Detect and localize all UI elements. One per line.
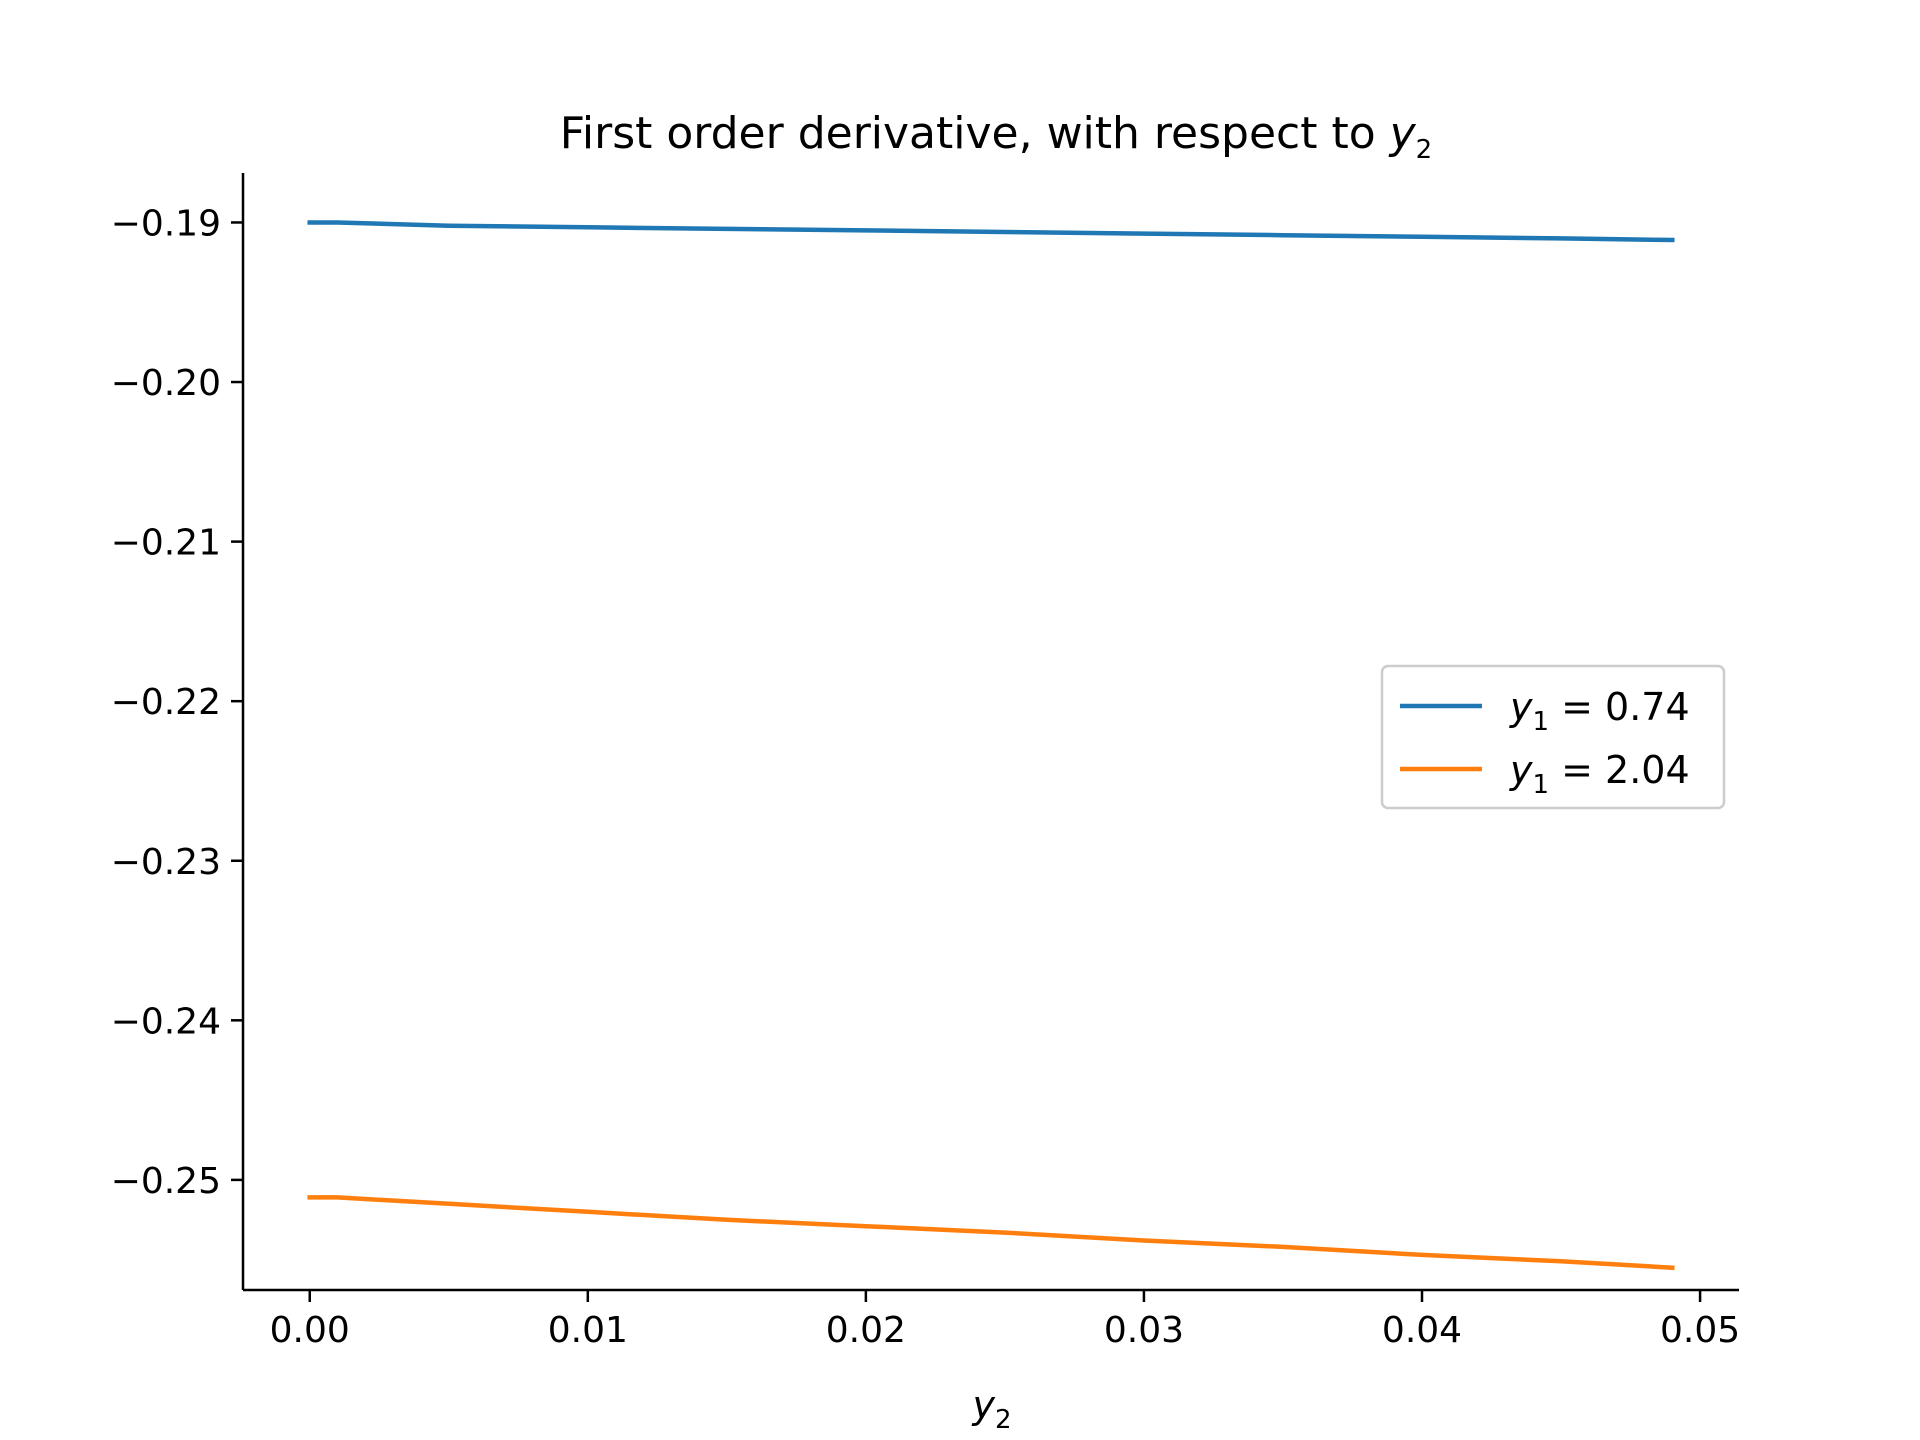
chart-title-variable: y bbox=[1388, 108, 1417, 159]
chart-title-main: First order derivative, with respect to bbox=[560, 108, 1390, 159]
x-tick-label: 0.05 bbox=[1660, 1310, 1740, 1351]
series-line-1 bbox=[307, 220, 1675, 243]
x-tick-label: 0.04 bbox=[1382, 1310, 1462, 1351]
y-tick-label: −0.22 bbox=[111, 682, 221, 723]
legend-frame bbox=[1380, 664, 1726, 810]
chart-title: First order derivative, with respect to … bbox=[560, 108, 1432, 165]
y-tick-label: −0.23 bbox=[111, 842, 221, 883]
x-tick-label: 0.00 bbox=[270, 1310, 350, 1351]
x-tick-label: 0.01 bbox=[548, 1310, 628, 1351]
y-tick-label: −0.25 bbox=[111, 1161, 221, 1202]
x-tick-label: 0.02 bbox=[826, 1310, 906, 1351]
chart-title-subscript: 2 bbox=[1416, 135, 1433, 165]
legend: y1 = 0.74 y1 = 2.04 bbox=[1380, 664, 1726, 810]
plot-area: 0.00 0.01 0.02 0.03 0.04 0.05 −0.19 −0.20 −0.21 −… bbox=[111, 173, 1740, 1351]
series-line-2 bbox=[307, 1195, 1675, 1271]
y-tick-label: −0.24 bbox=[111, 1001, 221, 1042]
x-axis-label-variable: y bbox=[971, 1383, 995, 1427]
x-tick-label: 0.03 bbox=[1104, 1310, 1184, 1351]
x-axis-label-subscript: 2 bbox=[995, 1405, 1012, 1435]
legend-label-1: y1 = 0.74 bbox=[1509, 685, 1690, 737]
y-tick-label: −0.19 bbox=[111, 203, 221, 244]
y-tick-label: −0.21 bbox=[111, 523, 221, 564]
legend-label-2: y1 = 2.04 bbox=[1509, 748, 1690, 800]
y-tick-label: −0.20 bbox=[111, 363, 221, 404]
x-axis-label: y2 bbox=[971, 1383, 1011, 1435]
